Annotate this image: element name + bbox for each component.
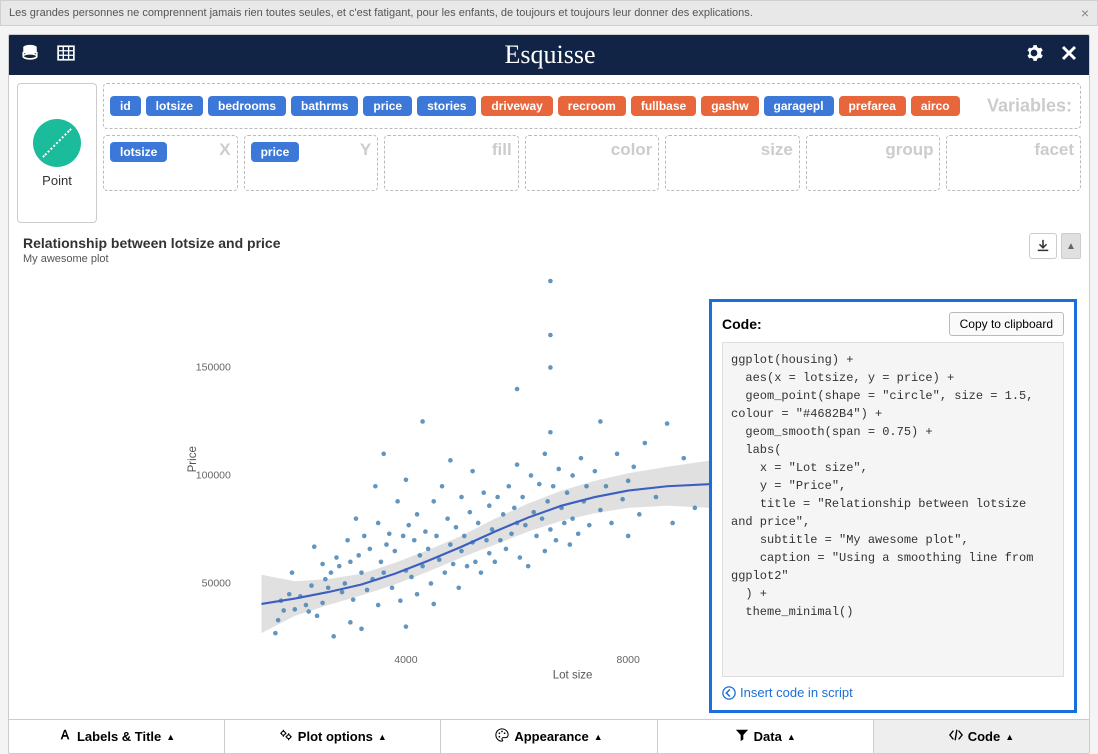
banner-text: Les grandes personnes ne comprennent jam… (9, 7, 753, 19)
aesthetics-row: XlotsizeYpricefillcolorsizegroupfacet (103, 135, 1081, 191)
variable-pill-id[interactable]: id (110, 96, 141, 116)
aes-label: size (761, 140, 793, 160)
variable-pill-bedrooms[interactable]: bedrooms (208, 96, 286, 116)
aes-label: color (611, 140, 653, 160)
variable-pill-bathrms[interactable]: bathrms (291, 96, 358, 116)
variable-pill-prefarea[interactable]: prefarea (839, 96, 906, 116)
tab-code[interactable]: Code▲ (874, 720, 1089, 753)
tab-plot-options[interactable]: Plot options▲ (225, 720, 441, 753)
code-panel: Code: Copy to clipboard ggplot(housing) … (709, 299, 1077, 713)
chevron-up-icon: ▲ (787, 732, 796, 742)
aes-label: X (219, 140, 230, 160)
variable-pill-driveway[interactable]: driveway (481, 96, 552, 116)
copy-to-clipboard-button[interactable]: Copy to clipboard (949, 312, 1064, 336)
svg-text:150000: 150000 (196, 362, 231, 374)
font-icon (58, 728, 72, 745)
variables-row-label: Variables: (987, 96, 1072, 117)
svg-text:Lot size: Lot size (553, 670, 593, 682)
aes-box-x[interactable]: Xlotsize (103, 135, 238, 191)
variable-pill-stories[interactable]: stories (417, 96, 476, 116)
table-icon[interactable] (57, 44, 75, 67)
gear-icon[interactable] (1025, 44, 1043, 67)
variable-pill-airco[interactable]: airco (911, 96, 960, 116)
app-header: Esquisse (9, 35, 1089, 75)
chevron-up-icon: ▲ (1005, 732, 1014, 742)
chevron-up-icon: ▲ (166, 732, 175, 742)
aes-label: Y (360, 140, 371, 160)
palette-icon (495, 728, 509, 745)
svg-text:4000: 4000 (394, 654, 418, 666)
variable-pill-lotsize[interactable]: lotsize (146, 96, 203, 116)
plot-area: ▲ Relationship between lotsize and price… (17, 227, 1081, 719)
code-text[interactable]: ggplot(housing) + aes(x = lotsize, y = p… (722, 342, 1064, 677)
drag-area: Point Variables: idlotsizebedroomsbathrm… (9, 75, 1089, 223)
tab-labels-title[interactable]: Labels & Title▲ (9, 720, 225, 753)
aes-box-facet[interactable]: facet (946, 135, 1081, 191)
aes-box-size[interactable]: size (665, 135, 800, 191)
variable-pill-fullbase[interactable]: fullbase (631, 96, 696, 116)
aes-label: fill (492, 140, 512, 160)
aes-box-color[interactable]: color (525, 135, 660, 191)
variables-row[interactable]: Variables: idlotsizebedroomsbathrmsprice… (103, 83, 1081, 129)
assigned-pill-lotsize[interactable]: lotsize (110, 142, 167, 162)
banner-close-icon[interactable]: × (1081, 5, 1089, 21)
code-icon (949, 728, 963, 745)
filter-icon (735, 728, 749, 745)
close-icon[interactable] (1061, 45, 1077, 66)
svg-text:8000: 8000 (617, 654, 641, 666)
tab-data[interactable]: Data▲ (658, 720, 874, 753)
code-label: Code: (722, 316, 762, 332)
svg-text:Price: Price (187, 446, 199, 472)
app-container: Esquisse Point Variables: idlotsizebedro… (8, 34, 1090, 754)
chevron-up-icon: ▲ (378, 732, 387, 742)
aes-box-group[interactable]: group (806, 135, 941, 191)
geom-label: Point (42, 173, 72, 188)
gears-icon (279, 728, 293, 745)
info-banner: Les grandes personnes ne comprennent jam… (0, 0, 1098, 26)
plot-title: Relationship between lotsize and price (23, 235, 1081, 251)
plot-subtitle: My awesome plot (23, 253, 1081, 265)
assigned-pill-price[interactable]: price (251, 142, 300, 162)
app-title: Esquisse (75, 40, 1025, 70)
database-icon[interactable] (21, 44, 39, 67)
svg-text:50000: 50000 (202, 578, 231, 590)
variable-pill-recroom[interactable]: recroom (558, 96, 626, 116)
variable-pill-price[interactable]: price (363, 96, 412, 116)
variable-pill-garagepl[interactable]: garagepl (764, 96, 834, 116)
geom-selector[interactable]: Point (17, 83, 97, 223)
download-button[interactable] (1029, 233, 1057, 259)
variable-pill-gashw[interactable]: gashw (701, 96, 758, 116)
tab-appearance[interactable]: Appearance▲ (441, 720, 657, 753)
chevron-up-icon: ▲ (594, 732, 603, 742)
insert-code-link[interactable]: Insert code in script (722, 685, 1064, 700)
aes-box-y[interactable]: Yprice (244, 135, 379, 191)
aes-label: facet (1034, 140, 1074, 160)
bottom-tabs: Labels & Title▲Plot options▲Appearance▲D… (9, 719, 1089, 753)
svg-text:100000: 100000 (196, 470, 231, 482)
aes-box-fill[interactable]: fill (384, 135, 519, 191)
collapse-icon[interactable]: ▲ (1061, 233, 1081, 259)
aes-label: group (885, 140, 933, 160)
geom-point-icon (33, 119, 81, 167)
